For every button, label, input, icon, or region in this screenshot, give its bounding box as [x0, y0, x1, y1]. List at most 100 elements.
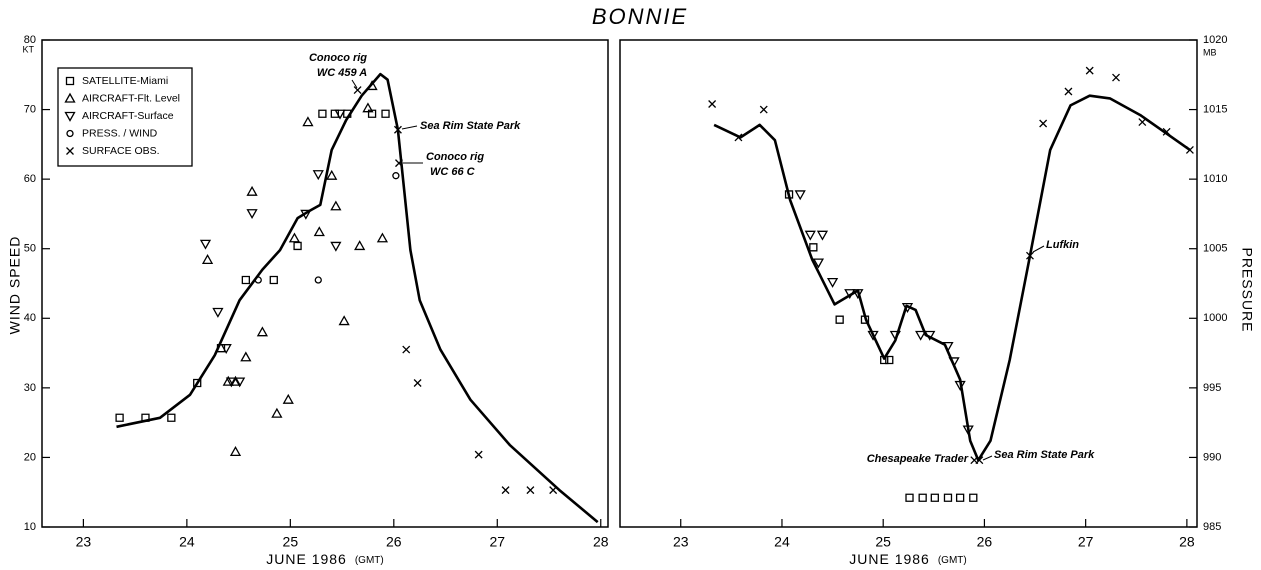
- data-point: [330, 241, 342, 252]
- data-point: [376, 232, 389, 243]
- x-tick-label: 26: [386, 534, 402, 550]
- x-axis-unit: (GMT): [355, 555, 384, 566]
- data-point: [362, 102, 374, 113]
- data-point: [254, 276, 262, 284]
- x-axis-label: JUNE 1986 (GMT): [266, 551, 383, 567]
- data-point: [229, 375, 242, 386]
- legend-label: AIRCRAFT-Flt. Level: [82, 92, 180, 104]
- data-point: [318, 109, 327, 118]
- data-point: [905, 493, 914, 502]
- leader-line: [401, 125, 418, 130]
- data-point: [794, 190, 806, 201]
- data-point: [402, 345, 411, 354]
- y-tick-label: 40: [24, 312, 36, 324]
- x-axis-title: JUNE 1986: [266, 551, 347, 567]
- data-point: [212, 307, 224, 318]
- data-point: [826, 277, 839, 288]
- annotation: Conoco rig: [309, 52, 367, 64]
- y-tick-label: 20: [24, 451, 36, 463]
- data-point: [549, 486, 558, 495]
- data-point: [889, 330, 901, 341]
- legend-label: SATELLITE-Miami: [82, 75, 168, 87]
- y-tick-label: 50: [24, 243, 36, 255]
- data-point: [948, 357, 960, 368]
- data-point: [141, 413, 150, 422]
- data-point: [784, 190, 794, 199]
- data-point: [222, 375, 234, 386]
- x-axis-unit: (GMT): [938, 555, 967, 566]
- data-point: [366, 80, 378, 91]
- data-point: [256, 326, 269, 337]
- data-point: [501, 486, 510, 495]
- data-point: [1112, 73, 1120, 82]
- data-point: [924, 330, 936, 341]
- data-point: [220, 344, 232, 355]
- leader-line: [1032, 245, 1045, 253]
- x-tick-label: 27: [489, 534, 505, 550]
- data-point: [271, 407, 283, 418]
- data-point: [395, 159, 403, 168]
- data-point: [199, 239, 212, 250]
- data-point: [809, 243, 818, 252]
- data-point: [955, 493, 965, 502]
- y-tick-label: 70: [24, 103, 36, 115]
- data-point: [943, 493, 953, 502]
- data-point: [1138, 118, 1147, 127]
- data-point: [954, 380, 966, 391]
- data-point: [193, 378, 202, 388]
- data-point: [975, 456, 984, 465]
- y-tick-label: 60: [24, 173, 36, 185]
- x-tick-label: 26: [977, 534, 993, 550]
- data-point: [334, 109, 346, 120]
- data-point: [229, 446, 242, 457]
- y-tick-label: 1020: [1203, 34, 1227, 46]
- data-point: [367, 109, 377, 118]
- data-point: [962, 425, 974, 436]
- data-point: [930, 493, 939, 502]
- data-point: [867, 330, 879, 341]
- data-point: [413, 379, 422, 387]
- legend-marker: [66, 129, 74, 138]
- x-tick-label: 27: [1078, 534, 1094, 550]
- data-point: [901, 303, 914, 313]
- x-axis-label: JUNE 1986 (GMT): [849, 551, 966, 567]
- x-tick-label: 28: [1179, 534, 1195, 550]
- annotation: WC 66 C: [430, 166, 476, 178]
- data-point: [241, 275, 250, 285]
- data-point: [314, 276, 322, 284]
- data-point: [804, 230, 816, 241]
- data-point: [201, 254, 214, 264]
- data-point: [167, 413, 176, 422]
- x-tick-label: 24: [774, 534, 790, 550]
- data-point: [246, 209, 258, 220]
- data-point: [816, 230, 829, 241]
- data-point: [812, 258, 825, 269]
- annotation: Sea Rim State Park: [994, 449, 1095, 461]
- data-point: [343, 109, 352, 118]
- legend-marker: [66, 147, 74, 155]
- data-point: [918, 493, 927, 502]
- legend-box: [57, 67, 193, 167]
- legend-marker: [64, 111, 76, 122]
- data-point: [759, 105, 768, 114]
- data-point: [1064, 87, 1073, 96]
- y-axis-unit: KT: [22, 44, 34, 54]
- annotation: WC 459 A: [317, 67, 367, 79]
- best-track-line: [116, 72, 599, 524]
- data-point: [852, 289, 864, 300]
- data-point: [942, 341, 954, 352]
- annotation: Sea Rim State Park: [420, 120, 521, 132]
- data-point: [381, 109, 390, 118]
- x-tick-label: 28: [593, 534, 609, 550]
- data-point: [1185, 145, 1194, 154]
- data-point: [1026, 251, 1034, 260]
- x-tick-label: 24: [179, 534, 195, 550]
- y-tick-label: 10: [24, 521, 36, 533]
- data-point: [1085, 66, 1094, 75]
- data-point: [115, 413, 124, 422]
- y-tick-label: 80: [24, 34, 36, 46]
- data-point: [969, 493, 978, 502]
- y-tick-label: 995: [1203, 382, 1221, 394]
- data-point: [269, 275, 278, 285]
